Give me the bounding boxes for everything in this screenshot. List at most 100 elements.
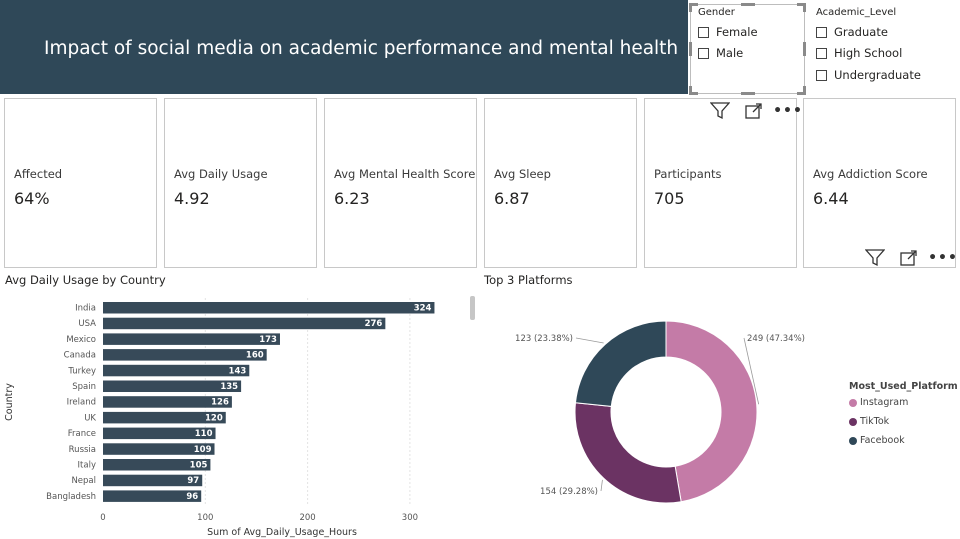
- legend-title: Most_Used_Platform: [849, 381, 958, 392]
- data-label: 143: [229, 366, 247, 376]
- legend-dot-icon: [849, 417, 857, 426]
- data-label: 120: [205, 413, 223, 423]
- y-axis-label: Country: [4, 383, 15, 421]
- more-options-icon[interactable]: •••: [928, 250, 958, 266]
- bar[interactable]: [103, 317, 386, 330]
- data-label: 97: [187, 476, 199, 486]
- data-label: 173: [259, 335, 277, 345]
- data-label: 324: [414, 304, 432, 314]
- data-label: 249 (47.34%): [747, 334, 805, 344]
- kpi-card-avg-addiction[interactable]: Avg Addiction Score 6.44: [803, 98, 956, 268]
- checkbox-icon[interactable]: [816, 47, 827, 59]
- more-options-icon[interactable]: •••: [773, 103, 803, 119]
- card-label: Participants: [654, 167, 722, 181]
- y-tick-label: Russia: [69, 445, 96, 455]
- kpi-card-avg-sleep[interactable]: Avg Sleep 6.87: [484, 98, 637, 268]
- slicer-option-female[interactable]: Female: [698, 25, 758, 39]
- checkbox-icon[interactable]: [698, 47, 709, 59]
- legend-item-instagram[interactable]: Instagram: [849, 397, 908, 408]
- bar[interactable]: [103, 380, 242, 393]
- card-value: 6.44: [813, 189, 849, 208]
- data-label: 105: [190, 461, 208, 471]
- y-tick-label: France: [68, 429, 96, 439]
- bar[interactable]: [103, 411, 226, 424]
- x-tick-label: 0: [100, 513, 105, 523]
- donut-chart-title: Top 3 Platforms: [484, 273, 573, 287]
- donut-slice[interactable]: [574, 402, 682, 504]
- card-value: 64%: [14, 189, 50, 208]
- bar[interactable]: [103, 364, 250, 377]
- slicer-option-undergraduate[interactable]: Undergraduate: [816, 68, 921, 82]
- bar-chart-title: Avg Daily Usage by Country: [5, 273, 166, 287]
- visual-header-toolbar: •••: [709, 101, 803, 121]
- bar[interactable]: [103, 396, 232, 408]
- kpi-card-avg-daily-usage[interactable]: Avg Daily Usage 4.92: [164, 98, 317, 268]
- page-title: Impact of social media on academic perfo…: [44, 38, 679, 59]
- data-label: 160: [246, 351, 264, 361]
- card-label: Avg Mental Health Score: [334, 167, 476, 181]
- leader-line: [575, 337, 604, 344]
- x-tick-label: 100: [197, 513, 213, 523]
- y-tick-label: Italy: [78, 461, 96, 471]
- scrollbar-thumb[interactable]: [470, 296, 475, 320]
- header-banner: Impact of social media on academic perfo…: [0, 0, 688, 94]
- gender-slicer-frame[interactable]: [689, 3, 806, 95]
- card-label: Affected: [14, 167, 63, 181]
- y-tick-label: Bangladesh: [46, 492, 96, 502]
- gender-slicer-title: Gender: [698, 7, 735, 18]
- card-label: Avg Addiction Score: [813, 167, 928, 181]
- checkbox-icon[interactable]: [816, 26, 827, 38]
- y-tick-label: Canada: [64, 351, 96, 361]
- filter-icon[interactable]: [864, 248, 886, 268]
- kpi-card-participants[interactable]: Participants 705: [644, 98, 797, 268]
- focus-mode-icon[interactable]: [898, 248, 920, 268]
- leader-line: [743, 337, 760, 405]
- y-tick-label: India: [75, 304, 96, 314]
- card-value: 6.23: [334, 189, 370, 208]
- data-label: 96: [186, 492, 198, 502]
- bar[interactable]: [103, 427, 216, 440]
- card-label: Avg Daily Usage: [174, 167, 268, 181]
- bar[interactable]: [103, 302, 435, 314]
- slicer-option-graduate[interactable]: Graduate: [816, 25, 888, 39]
- bar[interactable]: [103, 443, 215, 455]
- y-tick-label: Ireland: [67, 398, 96, 408]
- data-label: 109: [194, 445, 212, 455]
- donut-chart: 249 (47.34%) 154 (29.28%) 123 (23.38%): [515, 320, 805, 504]
- gender-slicer: Gender Female Male: [698, 7, 798, 67]
- card-value: 4.92: [174, 189, 210, 208]
- legend-item-facebook[interactable]: Facebook: [849, 435, 905, 446]
- y-tick-label: USA: [78, 319, 96, 329]
- bar[interactable]: [103, 459, 211, 471]
- leader-line: [600, 479, 603, 492]
- kpi-card-avg-mental-health[interactable]: Avg Mental Health Score 6.23: [324, 98, 477, 268]
- filter-icon[interactable]: [709, 101, 731, 121]
- x-tick-label: 200: [299, 513, 315, 523]
- x-tick-label: 300: [402, 513, 418, 523]
- legend-dot-icon: [849, 436, 857, 445]
- card-value: 705: [654, 189, 685, 208]
- academic-level-slicer-title: Academic_Level: [816, 7, 897, 18]
- y-tick-label: Spain: [72, 382, 96, 392]
- data-label: 110: [195, 429, 213, 439]
- data-label: 123 (23.38%): [515, 334, 573, 344]
- kpi-card-affected[interactable]: Affected 64%: [4, 98, 157, 268]
- checkbox-icon[interactable]: [816, 69, 827, 81]
- donut-slice[interactable]: [574, 320, 667, 407]
- donut-slice[interactable]: [665, 320, 758, 503]
- focus-mode-icon[interactable]: [743, 101, 765, 121]
- y-tick-label: UK: [84, 413, 96, 423]
- card-value: 6.87: [494, 189, 530, 208]
- checkbox-icon[interactable]: [698, 26, 709, 38]
- bar[interactable]: [103, 490, 202, 502]
- bar[interactable]: [103, 349, 267, 361]
- bar-chart: India 324 USA 276 Mexico 173 Canada 160 Turkey 14…: [4, 296, 475, 538]
- card-label: Avg Sleep: [494, 167, 551, 181]
- slicer-option-high-school[interactable]: High School: [816, 46, 902, 60]
- academic-level-slicer: Academic_Level Graduate High School Unde…: [816, 7, 956, 89]
- slicer-option-male[interactable]: Male: [698, 46, 743, 60]
- legend-item-tiktok[interactable]: TikTok: [849, 416, 889, 427]
- bar[interactable]: [103, 333, 280, 345]
- data-label: 154 (29.28%): [540, 487, 598, 497]
- bar[interactable]: [103, 474, 203, 487]
